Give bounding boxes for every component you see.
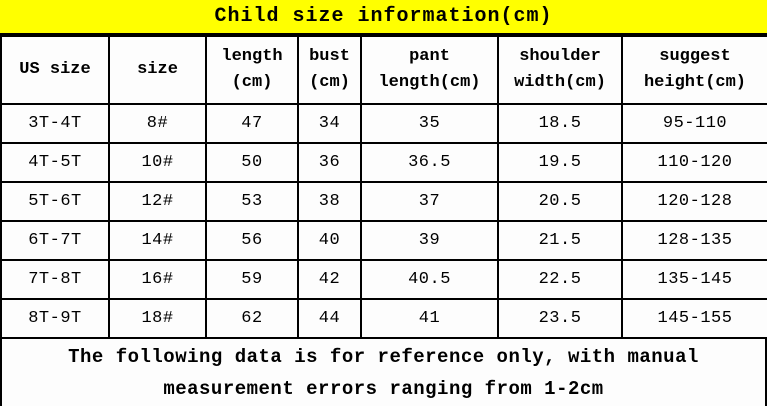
col-header-pant-length: pant length(cm) — [360, 35, 499, 105]
table-cell: 14# — [108, 220, 207, 261]
table-cell: 135-145 — [621, 259, 767, 300]
col-header-bust: bust (cm) — [297, 35, 362, 105]
col-header-label: US size — [19, 59, 91, 79]
table-cell: 20.5 — [497, 181, 623, 222]
table-row: 3T-4T 8# 47 34 35 18.5 95-110 — [0, 103, 767, 144]
table-cell: 44 — [297, 298, 362, 339]
col-header-label: height(cm) — [643, 73, 747, 92]
disclaimer-footer: The following data is for reference only… — [0, 339, 767, 406]
table-cell: 40 — [297, 220, 362, 261]
table-cell: 128-135 — [621, 220, 767, 261]
col-header-label: bust — [309, 46, 350, 66]
table-cell: 23.5 — [497, 298, 623, 339]
col-header-label: length(cm) — [378, 73, 481, 92]
col-header-label: (cm) — [231, 73, 273, 92]
col-header-label: width(cm) — [514, 73, 606, 92]
col-header-suggest-height: suggest height(cm) — [621, 35, 767, 105]
table-cell: 3T-4T — [0, 103, 110, 144]
table-cell: 42 — [297, 259, 362, 300]
table-cell: 145-155 — [621, 298, 767, 339]
table-cell: 6T-7T — [0, 220, 110, 261]
table-row: 7T-8T 16# 59 42 40.5 22.5 135-145 — [0, 259, 767, 300]
chart-title: Child size information(cm) — [214, 5, 553, 28]
table-cell: 62 — [205, 298, 299, 339]
table-cell: 38 — [297, 181, 362, 222]
size-table: US size size length (cm) bust (cm) pant — [0, 35, 767, 339]
table-cell: 21.5 — [497, 220, 623, 261]
table-header-row: US size size length (cm) bust (cm) pant — [0, 35, 767, 105]
table-cell: 35 — [360, 103, 499, 144]
table-row: 5T-6T 12# 53 38 37 20.5 120-128 — [0, 181, 767, 222]
col-header-length: length (cm) — [205, 35, 299, 105]
disclaimer-line-2: measurement errors ranging from 1-2cm — [163, 377, 604, 400]
col-header-label: length — [221, 46, 283, 66]
table-cell: 37 — [360, 181, 499, 222]
table-cell: 36 — [297, 142, 362, 183]
col-header-us-size: US size — [0, 35, 110, 105]
table-cell: 95-110 — [621, 103, 767, 144]
table-cell: 7T-8T — [0, 259, 110, 300]
table-cell: 110-120 — [621, 142, 767, 183]
col-header-label: shoulder — [519, 46, 601, 66]
col-header-label: size — [137, 59, 178, 79]
table-cell: 5T-6T — [0, 181, 110, 222]
col-header-label: suggest — [659, 46, 731, 66]
table-cell: 56 — [205, 220, 299, 261]
table-cell: 50 — [205, 142, 299, 183]
table-cell: 39 — [360, 220, 499, 261]
table-cell: 59 — [205, 259, 299, 300]
table-cell: 36.5 — [360, 142, 499, 183]
table-cell: 40.5 — [360, 259, 499, 300]
table-cell: 22.5 — [497, 259, 623, 300]
table-cell: 18.5 — [497, 103, 623, 144]
table-cell: 120-128 — [621, 181, 767, 222]
table-cell: 16# — [108, 259, 207, 300]
col-header-label: pant — [409, 46, 450, 66]
col-header-size: size — [108, 35, 207, 105]
table-cell: 10# — [108, 142, 207, 183]
table-cell: 41 — [360, 298, 499, 339]
table-cell: 4T-5T — [0, 142, 110, 183]
disclaimer-line-1: The following data is for reference only… — [68, 346, 699, 369]
table-cell: 19.5 — [497, 142, 623, 183]
table-cell: 34 — [297, 103, 362, 144]
table-cell: 8# — [108, 103, 207, 144]
size-table-body: 3T-4T 8# 47 34 35 18.5 95-110 4T-5T 10# 50 36 36.5 1… — [0, 103, 767, 339]
table-row: 8T-9T 18# 62 44 41 23.5 145-155 — [0, 298, 767, 339]
table-row: 6T-7T 14# 56 40 39 21.5 128-135 — [0, 220, 767, 261]
table-row: 4T-5T 10# 50 36 36.5 19.5 110-120 — [0, 142, 767, 183]
table-cell: 53 — [205, 181, 299, 222]
table-cell: 47 — [205, 103, 299, 144]
col-header-label: (cm) — [309, 73, 350, 92]
col-header-shoulder-width: shoulder width(cm) — [497, 35, 623, 105]
table-cell: 8T-9T — [0, 298, 110, 339]
chart-title-bar: Child size information(cm) — [0, 0, 767, 35]
table-cell: 12# — [108, 181, 207, 222]
table-cell: 18# — [108, 298, 207, 339]
